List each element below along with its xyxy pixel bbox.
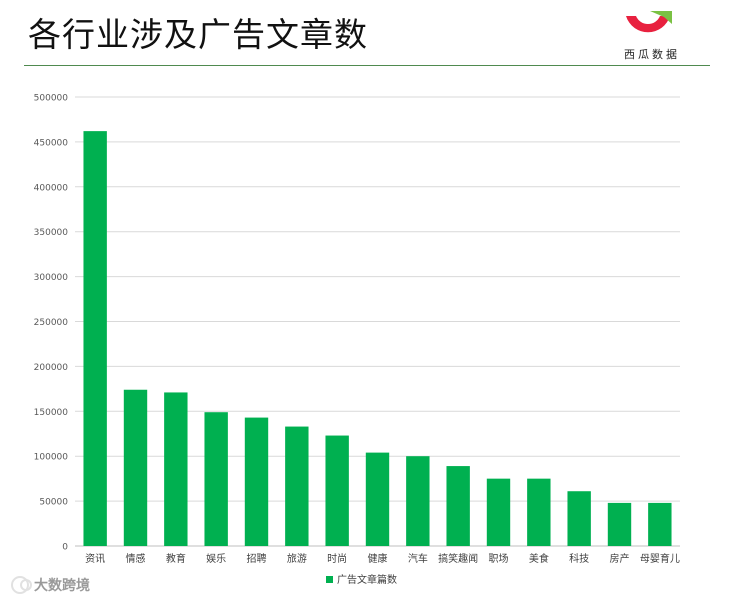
bar bbox=[285, 426, 309, 546]
bar bbox=[406, 456, 430, 546]
y-tick-label: 0 bbox=[62, 543, 68, 553]
x-tick-label: 情感 bbox=[126, 552, 146, 565]
bar bbox=[567, 491, 591, 546]
x-tick-label: 母婴育儿 bbox=[640, 552, 680, 565]
x-tick-label: 汽车 bbox=[408, 552, 428, 565]
bar bbox=[83, 131, 107, 546]
legend-swatch bbox=[326, 576, 333, 583]
legend-label: 广告文章篇数 bbox=[337, 573, 397, 586]
logo-text: 西瓜数据 bbox=[624, 48, 680, 61]
y-tick-label: 150000 bbox=[34, 408, 69, 418]
bar bbox=[244, 417, 269, 546]
x-tick-label: 美食 bbox=[529, 552, 549, 565]
bar bbox=[527, 478, 551, 546]
y-tick-label: 400000 bbox=[34, 183, 69, 193]
y-tick-label: 450000 bbox=[34, 138, 69, 148]
bar bbox=[123, 389, 148, 546]
y-tick-label: 300000 bbox=[34, 273, 69, 283]
y-tick-label: 350000 bbox=[34, 228, 69, 238]
x-tick-label: 旅游 bbox=[287, 552, 307, 565]
y-tick-label: 100000 bbox=[34, 453, 69, 463]
x-tick-label: 教育 bbox=[166, 552, 186, 565]
bar bbox=[164, 392, 188, 546]
x-tick-label: 科技 bbox=[569, 552, 589, 565]
y-tick-label: 500000 bbox=[34, 94, 69, 104]
x-tick-label: 搞笑趣闻 bbox=[438, 552, 478, 565]
bar bbox=[325, 435, 349, 546]
bar bbox=[365, 452, 390, 546]
x-tick-label: 时尚 bbox=[327, 552, 347, 565]
bar bbox=[204, 412, 228, 546]
x-tick-label: 职场 bbox=[489, 552, 509, 565]
header-divider bbox=[24, 65, 710, 66]
x-tick-label: 健康 bbox=[368, 552, 388, 565]
logo-leaf bbox=[650, 11, 672, 24]
y-tick-label: 200000 bbox=[34, 363, 69, 373]
y-tick-label: 250000 bbox=[34, 318, 69, 328]
x-tick-label: 资讯 bbox=[85, 553, 105, 565]
watermark-text: 大数跨境 bbox=[34, 578, 90, 594]
bar bbox=[446, 466, 470, 546]
watermark-logo-icon bbox=[11, 576, 32, 594]
x-tick-label: 娱乐 bbox=[206, 552, 226, 565]
xigua-logo-icon bbox=[626, 11, 672, 33]
bar bbox=[648, 502, 672, 546]
logo-arc bbox=[626, 16, 670, 33]
x-tick-label: 房产 bbox=[610, 552, 630, 565]
chart-title: 各行业涉及广告文章数 bbox=[28, 15, 368, 54]
x-tick-label: 招聘 bbox=[247, 552, 267, 565]
bar bbox=[607, 502, 632, 546]
bar bbox=[486, 478, 511, 546]
y-tick-label: 50000 bbox=[39, 498, 68, 508]
